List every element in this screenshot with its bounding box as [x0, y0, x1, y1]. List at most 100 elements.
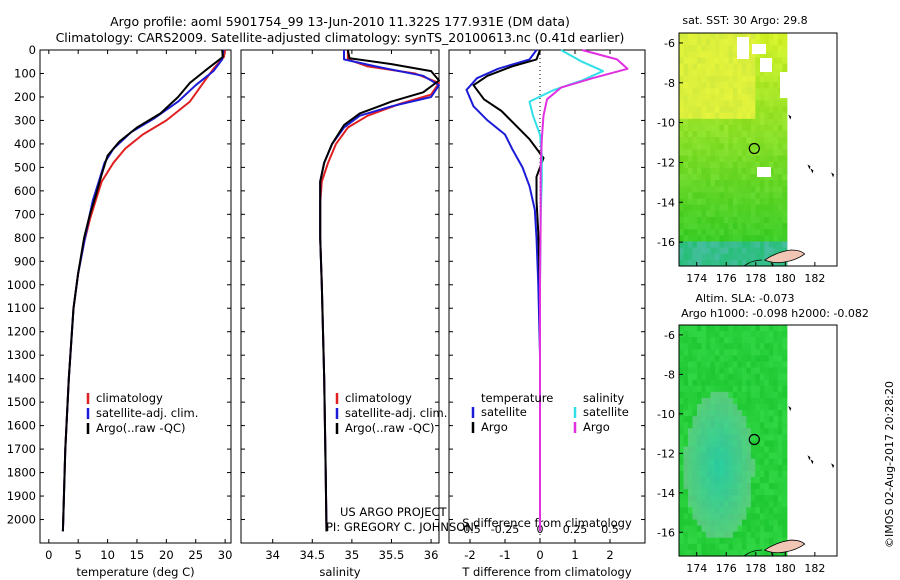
p-sla-cell [773, 373, 779, 381]
p-sst-cell [723, 51, 729, 59]
p-sla-cell [710, 343, 716, 350]
p-sla-cell [723, 464, 729, 472]
p-sst-cell [701, 69, 707, 77]
p-sla-cell [696, 343, 703, 350]
p-sst-cell [773, 75, 779, 83]
p-sst-cell [741, 210, 747, 218]
p-sla-cell [701, 331, 707, 338]
p-sla-cell [719, 543, 725, 551]
p-sst-cell [746, 161, 752, 169]
p-sla-cell [701, 397, 707, 405]
p-sst-cell [692, 149, 698, 157]
p-sla-cell [687, 501, 694, 508]
difference-frame [448, 49, 646, 544]
p-sla-cell [714, 489, 721, 496]
p-sla-cell [723, 349, 729, 356]
p-sst-cell [687, 131, 694, 138]
p-sla-cell [696, 379, 703, 387]
p-sla-cell [777, 525, 783, 533]
p-sst-cell [687, 57, 694, 65]
p-sla-cell [683, 507, 689, 515]
p-sst-cell [777, 106, 783, 114]
sst-mask [780, 72, 798, 98]
p-sst-cell [696, 167, 703, 175]
p-sst-cell [764, 198, 770, 206]
p-sla-cell [737, 404, 743, 411]
p-sst-cell [719, 198, 725, 206]
p-sst-cell [719, 112, 725, 120]
p-sla-cell [679, 513, 685, 521]
p-sst-cell [679, 149, 685, 157]
p-sst-cell [773, 100, 779, 108]
p-sla-cell [701, 495, 707, 502]
p-sla-cell [701, 391, 707, 399]
p-sla-cell [728, 452, 734, 460]
p-sst-cell [710, 223, 716, 230]
p-sla-cell [773, 434, 779, 442]
p-sla-cell [732, 483, 738, 490]
p-sst-cell [723, 131, 729, 138]
p-sst-cell [728, 131, 734, 138]
p-sst-cell [696, 253, 703, 261]
p-sla-cell [701, 519, 707, 527]
p-sst-cell [750, 216, 756, 224]
p-sla-cell [777, 428, 783, 436]
p-sst-cell [701, 223, 707, 230]
p-sla-cell [710, 537, 716, 545]
p-sla-cell [714, 464, 721, 472]
p-sla-cell [746, 343, 752, 350]
p-sst-cell [692, 253, 698, 261]
p-sla-cell [683, 355, 689, 363]
p-sst-cell [705, 106, 712, 114]
p-sst-cell [714, 192, 721, 200]
p-sla-cell [719, 349, 725, 356]
p-sla-cell [777, 367, 783, 375]
p-sla-cell [759, 331, 765, 338]
p-sla-cell [746, 349, 752, 356]
p-sla-cell [705, 349, 712, 356]
p-sla-cell [701, 470, 707, 478]
p-sla-cell [777, 410, 783, 417]
p-sla-cell [782, 531, 788, 539]
p-sla-cell [777, 446, 783, 454]
p-sla-cell [782, 525, 788, 533]
p-sla-cell [768, 537, 774, 545]
p-sla-cell [705, 367, 712, 375]
p-sla-ytick-label: -12 [657, 447, 675, 460]
p-sst-cell [746, 210, 752, 218]
p-sla-cell [710, 355, 716, 363]
p-sst-cell [728, 216, 734, 224]
p-sst-cell [683, 45, 689, 52]
p-sst-cell [705, 39, 712, 46]
p-sst-cell [750, 75, 756, 83]
p-sst-cell [692, 192, 698, 200]
p-sst-cell [732, 57, 738, 65]
p-sst-cell [710, 88, 716, 95]
p-sst-cell [773, 137, 779, 144]
p-sst-cell [714, 167, 721, 175]
p-sst-cell [764, 247, 770, 255]
p-sla-cell [741, 355, 747, 363]
p-sla-cell [750, 464, 756, 472]
p-sst-cell [782, 57, 788, 65]
p-sla-cell [710, 349, 716, 356]
p-sla-cell [683, 331, 689, 338]
p-sla-cell [714, 397, 721, 405]
p-sst-cell [696, 106, 703, 114]
p-sst-cell [687, 82, 694, 89]
p-sla-cell [723, 495, 729, 502]
p-sla-cell [777, 331, 783, 338]
p-sst-cell [679, 241, 685, 249]
p-sla-cell [687, 391, 694, 399]
p-sla-cell [782, 513, 788, 521]
p-sla-cell [701, 513, 707, 521]
p-sst-cell [728, 186, 734, 194]
p-sla-cell [782, 422, 788, 429]
p-sla-cell [764, 519, 770, 527]
p-sst-cell [687, 235, 694, 243]
p-sst-cell [683, 118, 689, 126]
p-sst-cell [705, 247, 712, 255]
p-sla-cell [692, 458, 698, 466]
p-sst-cell [773, 57, 779, 65]
p-sst-cell [759, 223, 765, 230]
